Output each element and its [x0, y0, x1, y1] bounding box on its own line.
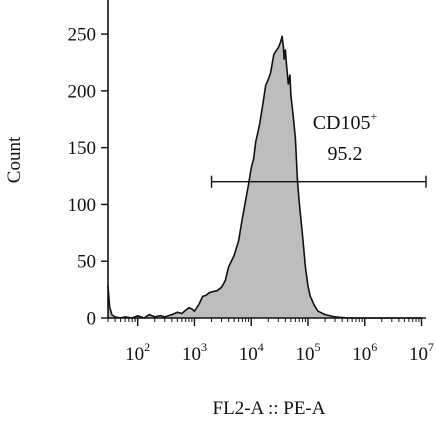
histogram-outline: [107, 35, 422, 319]
x-tick-label: 103: [182, 340, 207, 365]
y-axis-ticks: 0 50 100 150 200 250: [68, 25, 108, 330]
y-tick-label: 250: [68, 25, 97, 46]
y-tick-label: 150: [68, 138, 97, 159]
gate-value: 95.2: [328, 143, 363, 165]
gate-label-sup: +: [371, 109, 378, 123]
y-tick-label: 50: [77, 252, 96, 273]
histogram-area: [108, 36, 422, 319]
gate-label-name: CD105: [313, 112, 371, 134]
x-tick-label: 105: [295, 340, 320, 365]
x-tick-label: 104: [239, 340, 264, 365]
x-axis-ticks: 102 103 104 105 106 107: [107, 318, 434, 365]
gate-marker: [210, 175, 427, 188]
plot-area: [107, 35, 422, 319]
x-axis-title: FL2-A :: PE-A: [213, 398, 326, 419]
y-tick-label: 200: [68, 81, 97, 102]
x-tick-label: 107: [409, 340, 434, 365]
x-tick-label: 106: [352, 340, 377, 365]
y-axis-title: Count: [4, 136, 25, 183]
y-tick-label: 100: [68, 195, 97, 216]
x-tick-label: 102: [125, 340, 150, 365]
axes: [107, 0, 426, 319]
gate-label: CD105+: [313, 109, 378, 134]
y-tick-label: 0: [87, 309, 97, 330]
